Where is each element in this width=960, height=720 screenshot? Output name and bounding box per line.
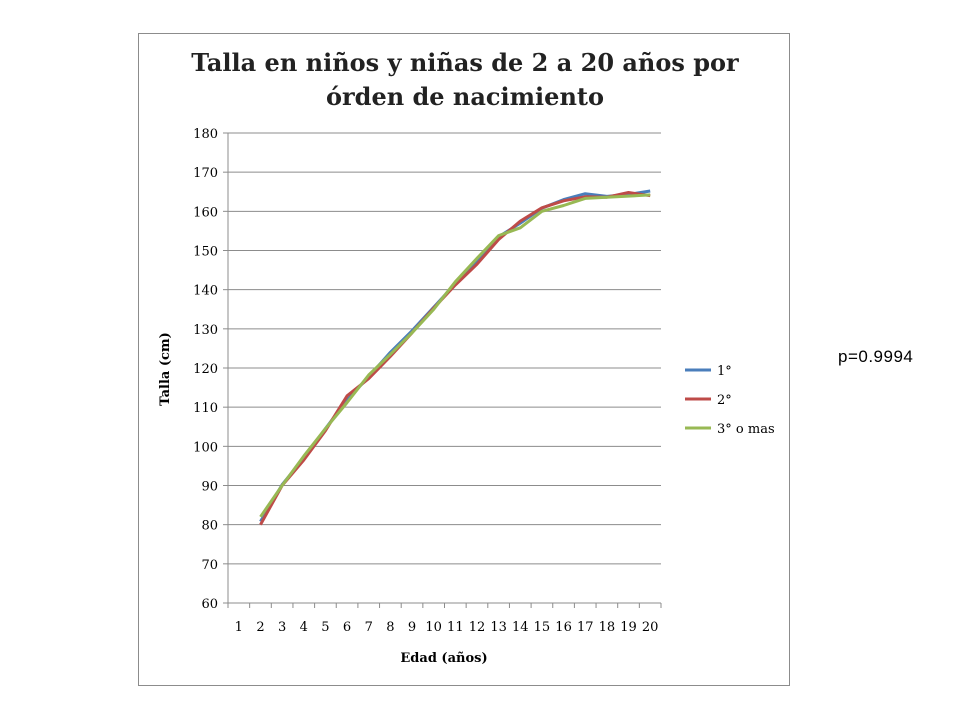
series-line-3 — [259, 193, 651, 518]
series-line-1 — [259, 189, 651, 523]
x-tick-label-1: 1 — [235, 620, 243, 635]
x-tick-label-8: 8 — [386, 620, 394, 635]
x-tick-label-9: 9 — [408, 620, 416, 635]
legend: 1° 2° 3° o mas — [685, 364, 775, 437]
y-tick-label-120: 120 — [193, 362, 218, 377]
p-value-label: p=0.9994 — [838, 347, 914, 366]
y-tick-label-140: 140 — [193, 284, 218, 299]
y-tick-label-100: 100 — [193, 440, 218, 455]
y-tick-label-70: 70 — [201, 558, 218, 573]
legend-label-1: 1° — [717, 364, 732, 379]
x-tick-label-12: 12 — [469, 620, 486, 635]
x-tick-label-15: 15 — [534, 620, 551, 635]
x-tick-label-20: 20 — [642, 620, 659, 635]
y-tick-label-60: 60 — [201, 597, 218, 612]
chart-frame: Talla en niños y niñas de 2 a 20 años po… — [138, 33, 790, 686]
chart-title-line-2: órden de nacimiento — [326, 82, 604, 111]
chart-title-line-1: Talla en niños y niñas de 2 a 20 años po… — [191, 48, 739, 77]
y-tick-label-110: 110 — [193, 401, 218, 416]
legend-label-2: 2° — [717, 393, 732, 408]
y-tick-label-90: 90 — [201, 480, 218, 495]
x-tick-label-5: 5 — [321, 620, 329, 635]
x-axis-title: Edad (años) — [400, 651, 487, 666]
y-tick-label-130: 130 — [193, 323, 218, 338]
x-tick-label-18: 18 — [599, 620, 616, 635]
x-tick-label-6: 6 — [343, 620, 351, 635]
y-tick-label-170: 170 — [193, 166, 218, 181]
y-axis-title: Talla (cm) — [158, 332, 173, 406]
line-chart: Talla en niños y niñas de 2 a 20 años po… — [158, 48, 775, 666]
x-tick-label-16: 16 — [555, 620, 572, 635]
x-tick-label-10: 10 — [425, 620, 442, 635]
x-tick-label-11: 11 — [447, 620, 464, 635]
x-tick-label-7: 7 — [365, 620, 373, 635]
y-tick-label-160: 160 — [193, 205, 218, 220]
x-tick-label-14: 14 — [512, 620, 529, 635]
x-tick-label-13: 13 — [490, 620, 507, 635]
y-tick-label-150: 150 — [193, 245, 218, 260]
y-tick-label-80: 80 — [201, 519, 218, 534]
x-tick-label-17: 17 — [577, 620, 594, 635]
x-tick-label-3: 3 — [278, 620, 286, 635]
legend-label-3: 3° o mas — [717, 422, 775, 437]
x-tick-label-2: 2 — [256, 620, 264, 635]
y-tick-label-180: 180 — [193, 127, 218, 142]
x-tick-label-4: 4 — [300, 620, 308, 635]
series-line-2 — [259, 191, 651, 526]
x-tick-label-19: 19 — [620, 620, 637, 635]
